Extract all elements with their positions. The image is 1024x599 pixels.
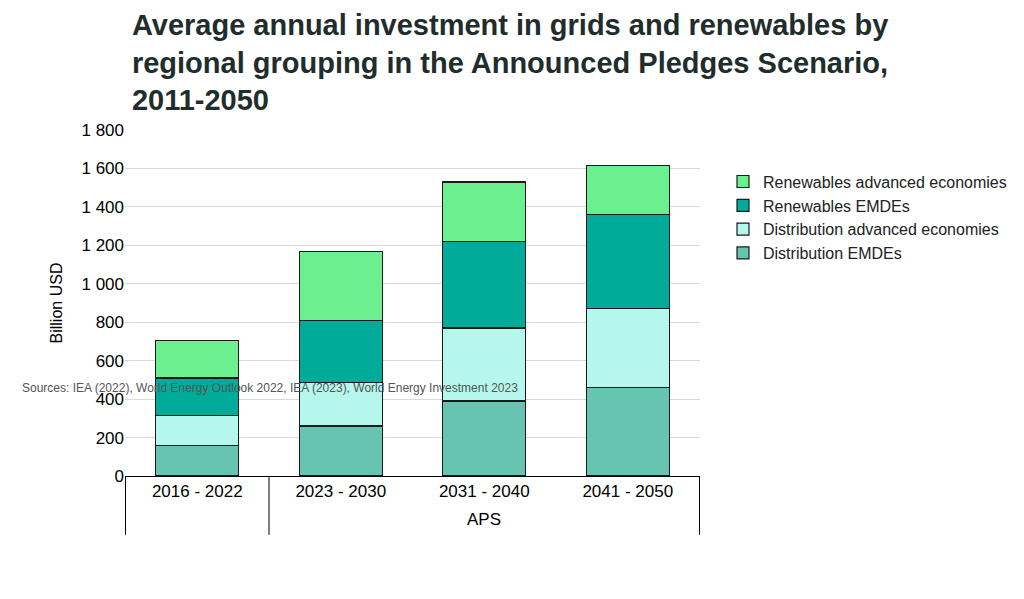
svg-text:1 800: 1 800 [81, 121, 124, 140]
svg-text:Distribution advanced economie: Distribution advanced economies [763, 221, 999, 238]
svg-text:Renewables EMDEs: Renewables EMDEs [763, 198, 910, 215]
svg-text:1 600: 1 600 [81, 159, 124, 178]
svg-text:2041 - 2050: 2041 - 2050 [582, 482, 673, 501]
svg-text:0: 0 [115, 467, 124, 486]
svg-text:1 200: 1 200 [81, 236, 124, 255]
svg-text:2023 - 2030: 2023 - 2030 [295, 482, 386, 501]
svg-text:2016 - 2022: 2016 - 2022 [152, 482, 243, 501]
svg-text:Renewables advanced economies: Renewables advanced economies [763, 174, 1007, 191]
svg-text:1 000: 1 000 [81, 275, 124, 294]
svg-text:400: 400 [96, 390, 124, 409]
svg-text:200: 200 [96, 429, 124, 448]
svg-text:APS: APS [467, 510, 501, 529]
svg-text:600: 600 [96, 352, 124, 371]
svg-text:800: 800 [96, 313, 124, 332]
svg-text:Average annual investment in g: Average annual investment in grids and r… [132, 9, 888, 116]
svg-text:Distribution EMDEs: Distribution EMDEs [763, 245, 902, 262]
svg-text:1 400: 1 400 [81, 198, 124, 217]
svg-text:2031 - 2040: 2031 - 2040 [439, 482, 530, 501]
svg-text:Sources: IEA (2022), World Ene: Sources: IEA (2022), World Energy Outloo… [22, 381, 518, 395]
svg-text:Billion USD: Billion USD [48, 263, 65, 344]
